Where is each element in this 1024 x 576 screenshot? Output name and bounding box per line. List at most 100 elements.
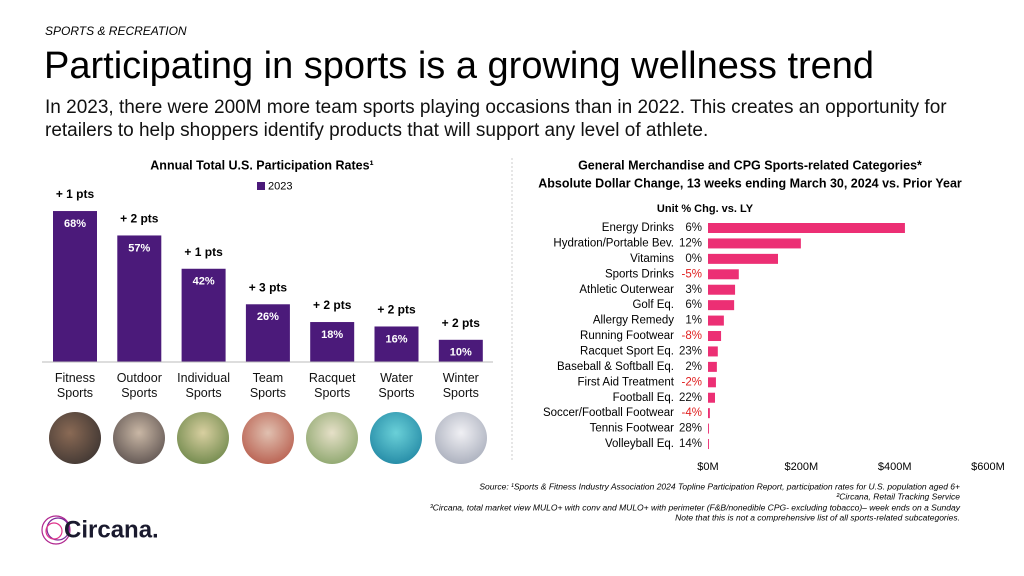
photo [49, 412, 101, 464]
source-note: ²Circana, Retail Tracking Service [836, 491, 960, 501]
bar [181, 268, 226, 362]
change-annotation: + 3 pts [249, 280, 288, 294]
y-tick-label: Soccer/Football Footwear [543, 407, 674, 419]
bar [438, 339, 483, 362]
unit-change-label: 3% [685, 284, 702, 296]
bar [708, 223, 905, 233]
bar [374, 326, 419, 362]
unit-change-label: 23% [679, 345, 702, 357]
x-tick-label: Team Sports [249, 371, 286, 400]
bar [708, 377, 716, 388]
y-tick-label: Energy Drinks [602, 222, 674, 234]
bar [708, 253, 778, 264]
legend-label: 2023 [268, 180, 292, 192]
photo [177, 412, 229, 464]
bar [708, 408, 710, 419]
y-tick-label: Athletic Outerwear [579, 284, 674, 296]
bar [53, 211, 97, 362]
value-label: 68% [64, 218, 86, 230]
photo [435, 412, 487, 464]
logo: Circana. [64, 516, 159, 543]
bar [245, 304, 290, 362]
bar [708, 269, 739, 280]
photo [370, 412, 422, 464]
bar [708, 392, 715, 403]
value-label: 18% [321, 329, 343, 341]
bar [310, 322, 355, 362]
y-tick-label: Baseball & Softball Eq. [557, 361, 674, 373]
chart-title: Annual Total U.S. Participation Rates¹ [150, 158, 373, 172]
bar [708, 284, 736, 295]
source-note: Source: ¹Sports & Fitness Industry Assoc… [479, 481, 960, 491]
x-tick-label: Individual Sports [177, 371, 230, 400]
legend-swatch [257, 182, 265, 190]
x-tick-label: $200M [785, 461, 819, 473]
y-tick-label: Allergy Remedy [593, 315, 674, 327]
x-tick-label: $0M [697, 461, 718, 473]
x-tick-label: Outdoor Sports [116, 371, 162, 400]
y-tick-label: Golf Eq. [632, 299, 674, 311]
section-label: SPORTS & RECREATION [45, 24, 187, 38]
photo [306, 412, 358, 464]
change-annotation: + 2 pts [313, 298, 352, 312]
change-annotation: + 1 pts [56, 187, 95, 201]
unit-change-label: 22% [679, 392, 702, 404]
unit-change-label: 0% [685, 253, 702, 265]
chart-title: General Merchandise and CPG Sports-relat… [578, 158, 922, 172]
x-tick-label: Fitness Sports [54, 371, 96, 400]
unit-change-label: -2% [682, 376, 702, 388]
value-label: 57% [128, 242, 150, 254]
value-label: 42% [193, 276, 215, 288]
photo [113, 412, 165, 464]
unit-change-label: 6% [685, 299, 702, 311]
y-tick-label: Tennis Footwear [590, 423, 675, 435]
y-tick-label: Sports Drinks [605, 268, 674, 280]
value-label: 26% [257, 311, 279, 323]
x-tick-label: Racquet Sports [308, 371, 356, 400]
bar [708, 361, 717, 372]
y-tick-label: Racquet Sport Eq. [580, 345, 674, 357]
unit-change-label: 12% [679, 237, 702, 249]
unit-change-label: 14% [679, 438, 702, 450]
column-header: Unit % Chg. vs. LY [657, 203, 754, 215]
change-annotation: + 2 pts [377, 303, 416, 317]
change-annotation: + 2 pts [120, 212, 159, 226]
bar [708, 423, 709, 434]
y-tick-label: Hydration/Portable Bev. [553, 237, 674, 249]
change-annotation: + 1 pts [184, 245, 223, 259]
chart-subtitle: Absolute Dollar Change, 13 weeks ending … [538, 176, 962, 190]
source-note: Note that this is not a comprehensive li… [675, 512, 960, 522]
x-tick-label: Water Sports [378, 371, 415, 400]
value-label: 16% [385, 333, 407, 345]
x-tick-label: Winter Sports [442, 371, 479, 400]
x-tick-label: $600M [971, 461, 1005, 473]
logo-mark [41, 515, 71, 545]
bar [708, 238, 801, 249]
x-tick-label: $400M [878, 461, 912, 473]
y-tick-label: Running Footwear [580, 330, 674, 342]
bar [708, 439, 709, 450]
unit-change-label: 1% [685, 315, 702, 327]
unit-change-label: -5% [682, 268, 702, 280]
change-annotation: + 2 pts [442, 316, 481, 330]
unit-change-label: 2% [685, 361, 702, 373]
photo [242, 412, 294, 464]
unit-change-label: -8% [682, 330, 702, 342]
y-tick-label: Vitamins [630, 253, 674, 265]
value-label: 10% [450, 347, 472, 359]
bar [117, 235, 162, 362]
y-tick-label: Football Eq. [613, 392, 674, 404]
y-tick-label: Volleyball Eq. [605, 438, 674, 450]
unit-change-label: -4% [682, 407, 702, 419]
unit-change-label: 28% [679, 423, 702, 435]
slide-title: Participating in sports is a growing wel… [44, 45, 874, 87]
bar [708, 331, 722, 342]
subtitle: In 2023, there were 200M more team sport… [45, 97, 947, 141]
bar [708, 346, 718, 357]
bar [708, 300, 735, 311]
bar [708, 315, 724, 326]
source-note: ³Circana, total market view MULO+ with c… [430, 502, 961, 512]
y-tick-label: First Aid Treatment [577, 376, 674, 388]
